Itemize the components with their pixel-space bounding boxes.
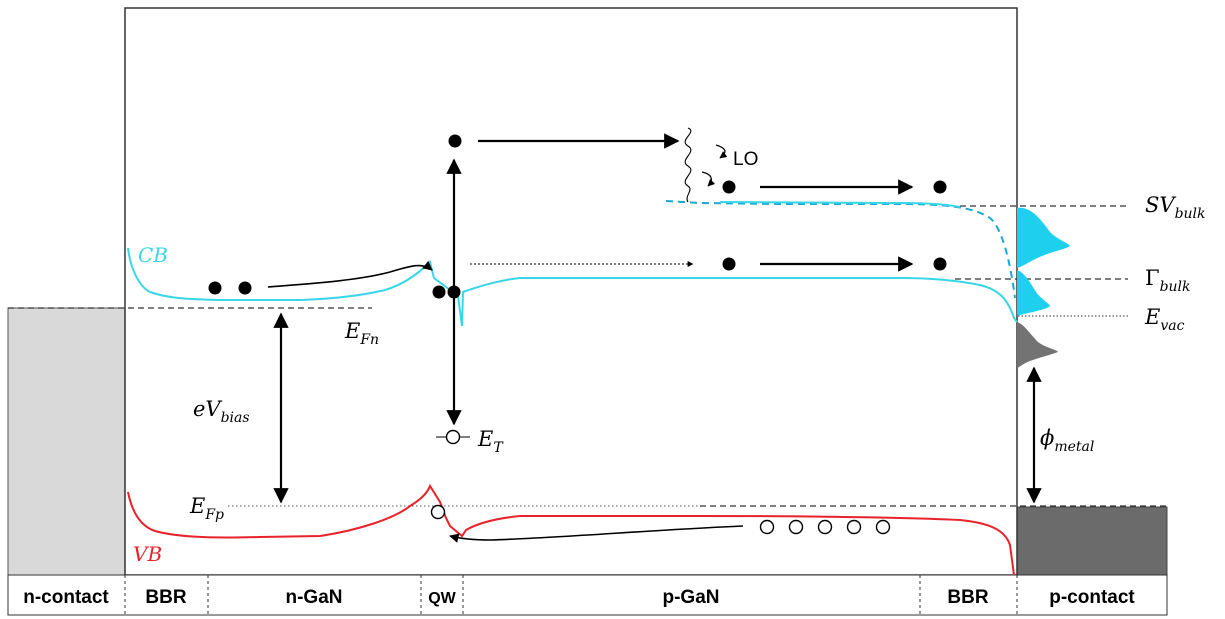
efn-label: EFn [344,319,379,348]
lo-phonon-wave [684,127,692,203]
region-bar: n-contact BBR n-GaN QW p-GaN BBR p-conta… [7,574,1168,616]
lo-emission-arrow-2 [701,171,716,187]
emission-peak-gamma [1017,270,1050,316]
hole-pgan-1 [759,519,775,535]
cb-label: CB [138,243,168,267]
emission-peak-satellite [1017,207,1070,268]
conduction-band-curve [127,247,1018,327]
hole-pgan-2 [788,519,804,535]
p-contact-block [1016,506,1168,576]
region-bbr-right: BBR [947,587,988,608]
valence-band-curve [127,483,1015,576]
hole-qw [430,504,446,520]
sv-label: SVbulk [1145,193,1206,222]
hole-pgan-3 [817,519,833,535]
region-bbr-left: BBR [145,587,186,608]
electron-gamma-1 [722,257,736,271]
hole-pgan-5 [875,519,891,535]
n-contact-block [7,307,126,576]
region-p-contact: p-contact [1049,587,1135,608]
lo-emission-arrow-1 [715,144,728,159]
electron-sv-1 [722,180,736,194]
electrons [208,134,947,299]
vb-label: VB [133,542,162,566]
electron-gamma-2 [933,257,947,271]
gamma-label: Γbulk [1145,266,1191,295]
hole-injection-arrow [449,525,744,543]
device-frame [124,7,1018,576]
electron-injection-arrow [267,260,433,288]
et-label: ET [477,427,504,456]
region-n-contact: n-contact [23,587,109,608]
region-n-gan: n-GaN [286,587,343,608]
evac-label: Evac [1144,305,1185,334]
electron-qw-1 [432,285,446,299]
satellite-valley-solid [719,201,961,208]
electron-qw-2 [447,285,461,299]
electron-ngan-1 [208,281,222,295]
lo-label: LO [733,149,758,170]
hole-pgan-4 [846,519,862,535]
region-qw: QW [428,590,456,607]
hole-trap [445,429,461,445]
holes [430,429,891,535]
satellite-valley-dashed [665,200,1016,299]
electron-sv-2 [933,180,947,194]
phi-metal-label: ϕmetal [1040,426,1094,455]
electron-hot [448,134,462,148]
region-p-gan: p-GaN [663,587,720,608]
efp-label: EFp [189,494,224,523]
electron-ngan-2 [238,281,252,295]
emission-peak-vacuum [1017,322,1058,368]
ebias-label: eVbias [193,397,250,426]
